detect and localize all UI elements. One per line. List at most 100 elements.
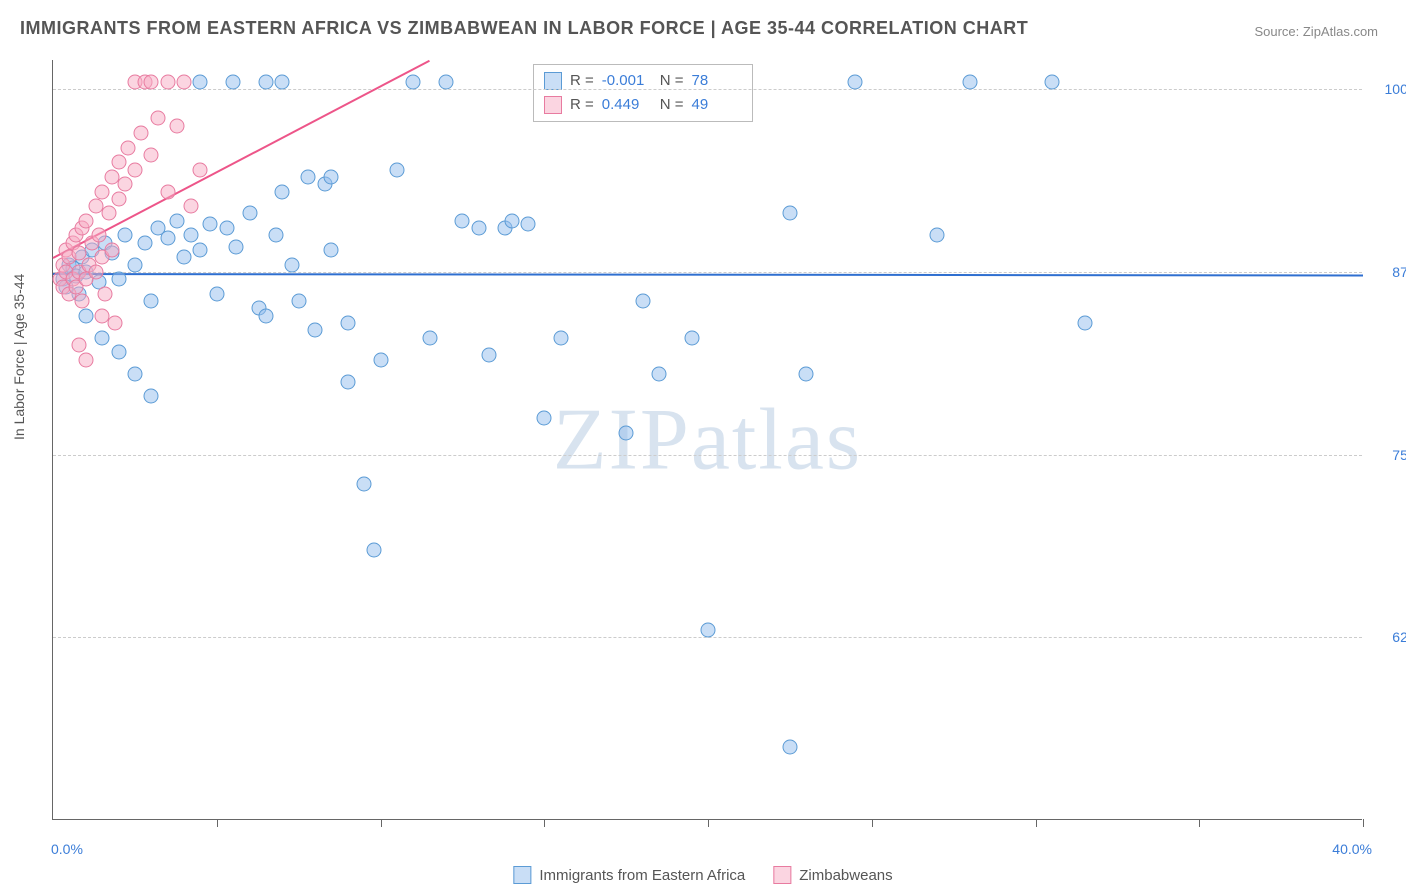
x-tick <box>872 819 873 827</box>
legend: Immigrants from Eastern Africa Zimbabwea… <box>513 866 892 884</box>
x-tick <box>381 819 382 827</box>
data-point <box>481 348 496 363</box>
data-point <box>799 367 814 382</box>
data-point <box>144 389 159 404</box>
square-icon <box>513 866 531 884</box>
data-point <box>406 74 421 89</box>
data-point <box>95 308 110 323</box>
chart-title: IMMIGRANTS FROM EASTERN AFRICA VS ZIMBAB… <box>20 18 1028 39</box>
data-point <box>193 243 208 258</box>
data-point <box>324 169 339 184</box>
data-point <box>95 184 110 199</box>
data-point <box>177 74 192 89</box>
data-point <box>78 308 93 323</box>
data-point <box>258 308 273 323</box>
legend-label: Immigrants from Eastern Africa <box>539 867 745 884</box>
data-point <box>229 240 244 255</box>
data-point <box>203 216 218 231</box>
data-point <box>144 74 159 89</box>
data-point <box>101 206 116 221</box>
x-tick <box>217 819 218 827</box>
x-tick <box>1199 819 1200 827</box>
data-point <box>127 162 142 177</box>
data-point <box>324 243 339 258</box>
x-tick <box>544 819 545 827</box>
data-point <box>160 184 175 199</box>
data-point <box>111 272 126 287</box>
data-point <box>183 228 198 243</box>
watermark-text: ZIPatlas <box>553 389 862 490</box>
data-point <box>98 286 113 301</box>
data-point <box>782 206 797 221</box>
data-point <box>193 162 208 177</box>
data-point <box>226 74 241 89</box>
x-tick <box>1036 819 1037 827</box>
data-point <box>134 126 149 141</box>
stat-label: R = <box>570 93 594 117</box>
data-point <box>170 118 185 133</box>
data-point <box>1077 316 1092 331</box>
x-tick <box>708 819 709 827</box>
data-point <box>104 243 119 258</box>
stat-value: 0.449 <box>602 93 652 117</box>
data-point <box>160 231 175 246</box>
correlation-stats-box: R = -0.001 N = 78 R = 0.449 N = 49 <box>533 64 753 122</box>
stats-row: R = 0.449 N = 49 <box>544 93 742 117</box>
data-point <box>108 316 123 331</box>
trend-line <box>53 273 1363 276</box>
source-label: Source: ZipAtlas.com <box>1254 24 1378 39</box>
gridline <box>53 455 1362 456</box>
data-point <box>150 111 165 126</box>
legend-item: Immigrants from Eastern Africa <box>513 866 745 884</box>
data-point <box>127 367 142 382</box>
data-point <box>285 257 300 272</box>
data-point <box>701 623 716 638</box>
legend-item: Zimbabweans <box>773 866 892 884</box>
x-axis-min-label: 0.0% <box>51 841 83 857</box>
data-point <box>118 228 133 243</box>
x-axis-max-label: 40.0% <box>1332 841 1372 857</box>
data-point <box>439 74 454 89</box>
data-point <box>78 213 93 228</box>
data-point <box>684 330 699 345</box>
data-point <box>619 425 634 440</box>
data-point <box>301 169 316 184</box>
square-icon <box>544 72 562 90</box>
data-point <box>111 191 126 206</box>
data-point <box>651 367 666 382</box>
y-tick-label: 87.5% <box>1372 264 1406 280</box>
data-point <box>177 250 192 265</box>
y-tick-label: 62.5% <box>1372 629 1406 645</box>
data-point <box>75 294 90 309</box>
y-tick-label: 100.0% <box>1372 81 1406 97</box>
data-point <box>357 476 372 491</box>
data-point <box>291 294 306 309</box>
data-point <box>118 177 133 192</box>
data-point <box>520 216 535 231</box>
x-tick <box>1363 819 1364 827</box>
data-point <box>366 542 381 557</box>
data-point <box>111 155 126 170</box>
y-axis-title: In Labor Force | Age 35-44 <box>11 273 27 439</box>
data-point <box>848 74 863 89</box>
data-point <box>389 162 404 177</box>
square-icon <box>544 96 562 114</box>
data-point <box>95 330 110 345</box>
stat-value: 49 <box>692 93 742 117</box>
data-point <box>144 148 159 163</box>
gridline <box>53 89 1362 90</box>
data-point <box>160 74 175 89</box>
data-point <box>471 221 486 236</box>
data-point <box>127 257 142 272</box>
data-point <box>553 330 568 345</box>
data-point <box>78 352 93 367</box>
data-point <box>183 199 198 214</box>
data-point <box>963 74 978 89</box>
data-point <box>88 264 103 279</box>
data-point <box>219 221 234 236</box>
y-tick-label: 75.0% <box>1372 447 1406 463</box>
data-point <box>635 294 650 309</box>
data-point <box>782 739 797 754</box>
data-point <box>422 330 437 345</box>
data-point <box>308 323 323 338</box>
